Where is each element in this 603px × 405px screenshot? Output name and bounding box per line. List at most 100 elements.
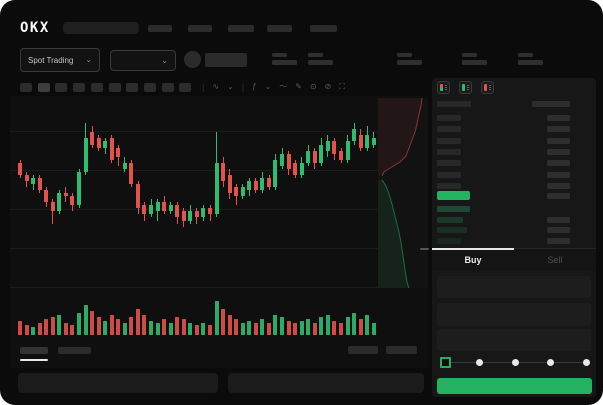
stat-label bbox=[518, 53, 533, 57]
chevron-down-icon[interactable]: ⌄ bbox=[264, 82, 272, 91]
orderbook-view-icon-book-combined[interactable] bbox=[437, 81, 450, 94]
ask-segment bbox=[484, 84, 487, 91]
nav-item[interactable] bbox=[228, 25, 254, 32]
interval-button[interactable] bbox=[179, 83, 192, 92]
ask-row[interactable] bbox=[432, 136, 596, 146]
pair-selector-dropdown[interactable]: ⌄ bbox=[110, 50, 176, 71]
volume-bar bbox=[352, 313, 357, 335]
candle bbox=[103, 141, 108, 148]
tab-buy[interactable]: Buy bbox=[432, 248, 514, 271]
volume-bar bbox=[365, 315, 370, 335]
nav-item[interactable] bbox=[310, 25, 337, 32]
total-field[interactable] bbox=[437, 329, 591, 351]
slider-step-dot[interactable] bbox=[583, 359, 590, 366]
trade-tabs: Buy Sell bbox=[432, 248, 596, 271]
slider-step-dot[interactable] bbox=[547, 359, 555, 366]
chart-tab-active[interactable] bbox=[20, 347, 48, 354]
divider: | bbox=[241, 82, 245, 92]
book-line bbox=[489, 87, 491, 88]
ma-indicator-icon[interactable]: ∿ bbox=[212, 82, 220, 91]
line-tool-icon[interactable]: 〜 bbox=[279, 82, 288, 91]
interval-button[interactable] bbox=[73, 83, 86, 92]
volume-bars bbox=[18, 301, 378, 335]
interval-button[interactable] bbox=[55, 83, 68, 92]
ask-price-bar bbox=[437, 148, 461, 155]
amount-field[interactable] bbox=[437, 303, 591, 326]
candle bbox=[325, 141, 330, 151]
amount-slider[interactable] bbox=[440, 357, 590, 368]
ask-amount-bar bbox=[547, 126, 570, 133]
bid-row[interactable] bbox=[432, 215, 596, 225]
tab-sell[interactable]: Sell bbox=[514, 249, 596, 271]
orderbook-view-icon-book-asks-only[interactable] bbox=[481, 81, 494, 94]
stat-value bbox=[518, 60, 543, 65]
settings-icon[interactable]: ⊘ bbox=[324, 82, 332, 91]
bid-row[interactable] bbox=[432, 225, 596, 235]
chevron-down-icon[interactable]: ⌄ bbox=[227, 82, 234, 91]
book-line bbox=[489, 85, 491, 86]
orderbook-view-toggles bbox=[437, 81, 494, 94]
candle bbox=[44, 190, 49, 203]
volume-bar bbox=[96, 317, 101, 335]
chart-option-right[interactable] bbox=[386, 346, 417, 354]
bid-row[interactable] bbox=[432, 204, 596, 214]
ask-row[interactable] bbox=[432, 170, 596, 180]
volume-bar bbox=[168, 323, 173, 335]
ask-row[interactable] bbox=[432, 147, 596, 157]
candle bbox=[214, 162, 219, 215]
last-price-row[interactable] bbox=[432, 190, 596, 202]
bid-price-bar bbox=[437, 238, 461, 245]
interval-button[interactable] bbox=[90, 83, 103, 92]
slider-handle[interactable] bbox=[440, 357, 451, 368]
chart-tab[interactable] bbox=[58, 347, 91, 354]
volume-bar bbox=[122, 323, 127, 335]
interval-button[interactable] bbox=[20, 83, 32, 92]
ask-price-bar bbox=[437, 182, 461, 189]
candle bbox=[168, 205, 173, 212]
trade-mode-dropdown[interactable]: Spot Trading ⌄ bbox=[20, 48, 100, 72]
fx-indicator-icon[interactable]: ƒ bbox=[252, 82, 257, 91]
volume-bar bbox=[273, 315, 278, 335]
candle bbox=[365, 135, 370, 148]
tab-sell-label: Sell bbox=[547, 255, 563, 265]
ask-row[interactable] bbox=[432, 113, 596, 123]
bid-row[interactable] bbox=[432, 236, 596, 246]
interval-button[interactable] bbox=[143, 83, 156, 92]
fullscreen-icon[interactable]: ⛶ bbox=[339, 82, 345, 91]
interval-button[interactable] bbox=[126, 83, 139, 92]
orderbook-view-icon-book-bids-only[interactable] bbox=[459, 81, 472, 94]
volume-bar bbox=[188, 323, 193, 335]
draw-tool-icon[interactable]: ✎ bbox=[295, 82, 302, 91]
candle bbox=[299, 162, 304, 175]
price-field[interactable] bbox=[437, 276, 591, 298]
buy-button[interactable] bbox=[437, 378, 592, 394]
candle bbox=[358, 135, 363, 148]
candle bbox=[312, 150, 317, 163]
slider-step-dot[interactable] bbox=[511, 359, 519, 366]
ask-row[interactable] bbox=[432, 181, 596, 191]
volume-bar bbox=[83, 305, 88, 335]
chart-option-right[interactable] bbox=[348, 346, 378, 354]
interval-button[interactable] bbox=[161, 83, 174, 92]
interval-button[interactable] bbox=[37, 83, 50, 92]
bid-amount-bar bbox=[547, 238, 570, 245]
nav-item[interactable] bbox=[267, 25, 292, 32]
candle bbox=[162, 202, 167, 212]
slider-step-dot[interactable] bbox=[475, 359, 483, 366]
candle bbox=[194, 211, 199, 218]
nav-item[interactable] bbox=[188, 25, 212, 32]
screenshot-icon[interactable]: ⊙ bbox=[309, 82, 317, 91]
volume-bar bbox=[286, 321, 291, 335]
ask-row[interactable] bbox=[432, 124, 596, 134]
candle bbox=[31, 177, 36, 185]
candle bbox=[293, 162, 298, 175]
ask-row[interactable] bbox=[432, 158, 596, 168]
volume-bar bbox=[260, 319, 265, 335]
interval-button[interactable] bbox=[108, 83, 121, 92]
orderbook-panel: Buy Sell bbox=[432, 78, 596, 397]
search-input[interactable] bbox=[63, 22, 139, 34]
volume-bar bbox=[247, 321, 252, 335]
book-line bbox=[467, 85, 469, 86]
volume-bar bbox=[162, 319, 167, 335]
nav-item[interactable] bbox=[148, 25, 172, 32]
